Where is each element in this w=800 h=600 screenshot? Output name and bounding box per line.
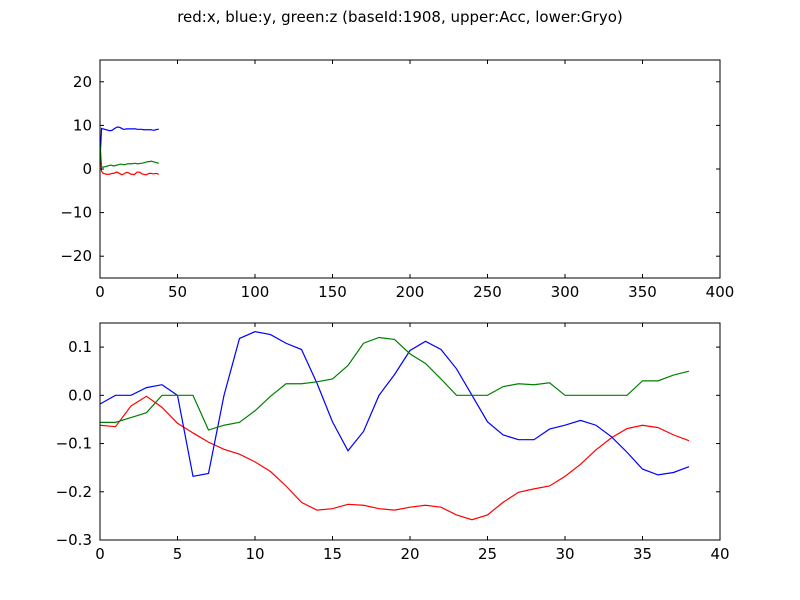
acc-xtick-label: 100 xyxy=(241,283,270,301)
gyro-xtick-label: 35 xyxy=(633,545,652,563)
gyro-xtick-label: 20 xyxy=(400,545,419,563)
gyro-series-y xyxy=(100,331,690,478)
acc-xtick-label: 200 xyxy=(396,283,425,301)
acc-xtick-label: 400 xyxy=(706,283,735,301)
gyro-ytick-label: −0.1 xyxy=(56,435,92,453)
acc-xtick-label: 250 xyxy=(473,283,502,301)
gyro-ytick-label: −0.2 xyxy=(56,483,92,501)
gyro-xtick-label: 5 xyxy=(173,545,183,563)
gyro-xtick-label: 0 xyxy=(95,545,105,563)
gyro-ytick-label: 0.1 xyxy=(68,338,92,356)
gyro-xtick-label: 40 xyxy=(710,545,729,563)
acc-xtick-label: 150 xyxy=(318,283,347,301)
acc-ytick-label: −10 xyxy=(60,204,92,222)
acc-ytick-label: 10 xyxy=(73,116,92,134)
acc-xtick-label: 350 xyxy=(628,283,657,301)
acc-xtick-label: 50 xyxy=(168,283,187,301)
acc-series-z xyxy=(100,142,160,168)
chart-title: red:x, blue:y, green:z (baseId:1908, upp… xyxy=(177,8,623,26)
acc-series-y xyxy=(100,126,159,161)
acc-axes-frame xyxy=(99,59,721,279)
gyro-series-z xyxy=(100,336,690,431)
gyro-plot: 0 5 10 15 20 25 30 35 40 0.1 0.0 −0.1 −0.2 −0.3 xyxy=(56,322,730,563)
gyro-xtick-label: 25 xyxy=(478,545,497,563)
acc-xtick-label: 0 xyxy=(95,283,105,301)
acc-ytick-label: 0 xyxy=(82,160,92,178)
acc-ytick-label: 20 xyxy=(73,73,92,91)
gyro-ytick-label: 0.0 xyxy=(68,386,92,404)
gyro-xtick-label: 15 xyxy=(323,545,342,563)
acc-xtick-label: 300 xyxy=(551,283,580,301)
gyro-series-x xyxy=(100,395,690,521)
gyro-ytick-label: −0.3 xyxy=(56,531,92,549)
gyro-xtick-label: 10 xyxy=(245,545,264,563)
acc-ytick-label: −20 xyxy=(60,247,92,265)
gyro-xtick-label: 30 xyxy=(555,545,574,563)
acc-series-x xyxy=(100,147,160,176)
